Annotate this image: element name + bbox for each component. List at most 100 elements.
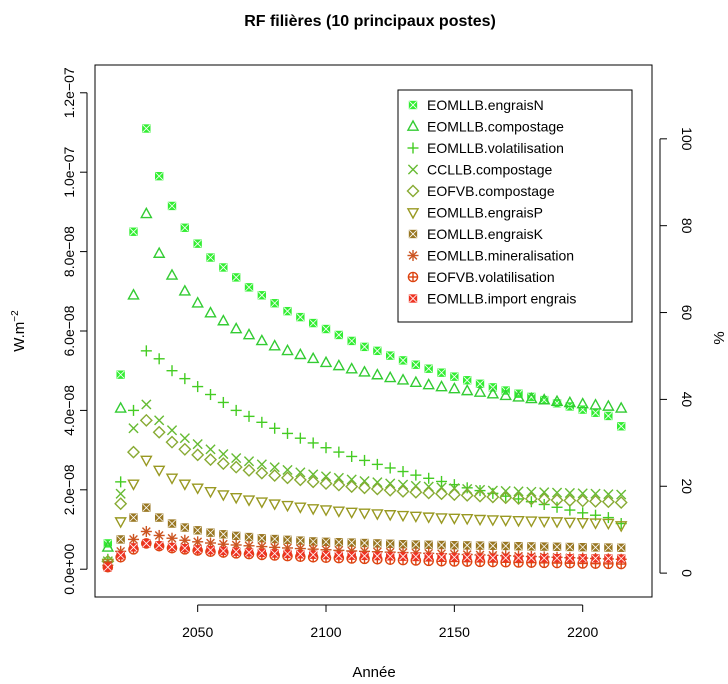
series-10 xyxy=(103,539,626,572)
data-point xyxy=(360,551,369,561)
data-point xyxy=(321,324,331,334)
data-point xyxy=(154,171,164,181)
legend: EOMLLB.engraisN EOMLLB.compostage EOMLLB.v… xyxy=(397,89,633,323)
data-point xyxy=(293,473,307,487)
data-point xyxy=(206,528,215,537)
data-point xyxy=(359,475,370,487)
data-point xyxy=(437,368,446,377)
data-point xyxy=(540,553,549,563)
data-point xyxy=(488,541,498,550)
data-point xyxy=(154,415,165,426)
data-point xyxy=(540,542,549,551)
y-axis-left-label: W.m−2 xyxy=(10,310,28,352)
data-point xyxy=(513,486,524,497)
data-point xyxy=(167,519,177,528)
data-point xyxy=(219,263,228,272)
data-point xyxy=(424,364,433,373)
data-point xyxy=(257,534,267,543)
data-point xyxy=(372,477,383,488)
legend-marker xyxy=(406,208,420,220)
series-2 xyxy=(101,206,628,552)
legend-marker xyxy=(406,119,420,131)
data-point xyxy=(127,533,140,545)
data-point xyxy=(512,515,525,528)
data-point xyxy=(614,521,628,533)
data-point xyxy=(101,540,115,552)
y-axis-left-label-text: W.m xyxy=(11,322,28,352)
data-point xyxy=(231,273,241,282)
data-point xyxy=(191,296,204,308)
data-point xyxy=(524,492,538,506)
data-point xyxy=(616,489,627,500)
data-point xyxy=(371,368,384,380)
data-point xyxy=(230,404,242,416)
data-point xyxy=(242,327,256,340)
data-point xyxy=(270,534,279,544)
data-point xyxy=(409,375,423,387)
data-point xyxy=(552,542,562,551)
data-point xyxy=(205,444,216,455)
legend-marker xyxy=(407,142,419,154)
x-tick-label: 2200 xyxy=(567,624,598,640)
legend-item: EOFVB.compostage xyxy=(406,183,555,199)
data-point xyxy=(295,467,306,478)
data-point xyxy=(463,376,472,385)
legend-label: EOFVB.compostage xyxy=(427,183,555,199)
data-point xyxy=(229,322,243,334)
data-point xyxy=(129,227,138,236)
legend-item: EOMLLB.engraisN xyxy=(408,97,544,113)
data-point xyxy=(282,464,293,476)
legend-marker xyxy=(408,229,418,239)
data-point xyxy=(281,471,295,485)
x-tick-label: 2100 xyxy=(310,624,341,640)
data-point xyxy=(167,542,177,552)
data-point xyxy=(114,497,128,511)
data-point xyxy=(231,547,241,556)
data-point xyxy=(371,509,384,521)
data-point xyxy=(294,347,307,360)
y-left-tick-label: 1.0e−07 xyxy=(61,146,77,197)
data-point xyxy=(319,505,333,517)
data-point xyxy=(296,312,305,322)
data-point xyxy=(115,488,126,499)
data-point xyxy=(243,410,255,422)
y-left-tick-label: 2.0e−08 xyxy=(61,464,77,515)
data-point xyxy=(320,471,332,482)
data-point xyxy=(499,515,512,527)
data-point xyxy=(383,370,397,383)
data-point xyxy=(617,422,626,431)
data-point xyxy=(116,535,125,544)
series-6 xyxy=(101,455,628,571)
data-point xyxy=(140,345,152,357)
data-point xyxy=(604,543,613,552)
data-point xyxy=(283,306,292,316)
data-point xyxy=(514,542,523,551)
data-point xyxy=(178,442,192,456)
data-point xyxy=(604,411,613,421)
data-point xyxy=(576,517,589,530)
y-axis-right-label: % xyxy=(711,331,728,344)
data-point xyxy=(345,362,358,374)
data-point xyxy=(320,442,332,454)
data-point xyxy=(512,492,526,506)
data-point xyxy=(500,485,511,497)
data-point xyxy=(435,513,448,525)
data-point xyxy=(332,478,346,492)
data-point xyxy=(539,487,550,498)
data-point xyxy=(396,510,410,523)
legend-item: EOFVB.volatilisation xyxy=(407,269,555,285)
legend-item: EOMLLB.volatilisation xyxy=(407,140,564,156)
data-point xyxy=(306,504,320,516)
data-point xyxy=(180,543,190,553)
data-point xyxy=(334,551,344,560)
data-point xyxy=(217,490,230,502)
series-layer xyxy=(101,124,628,573)
data-point xyxy=(191,483,204,495)
data-point xyxy=(306,475,320,489)
data-point xyxy=(473,514,487,527)
data-point xyxy=(167,201,177,211)
data-point xyxy=(217,314,230,326)
data-point xyxy=(306,351,320,364)
data-point xyxy=(373,551,382,561)
